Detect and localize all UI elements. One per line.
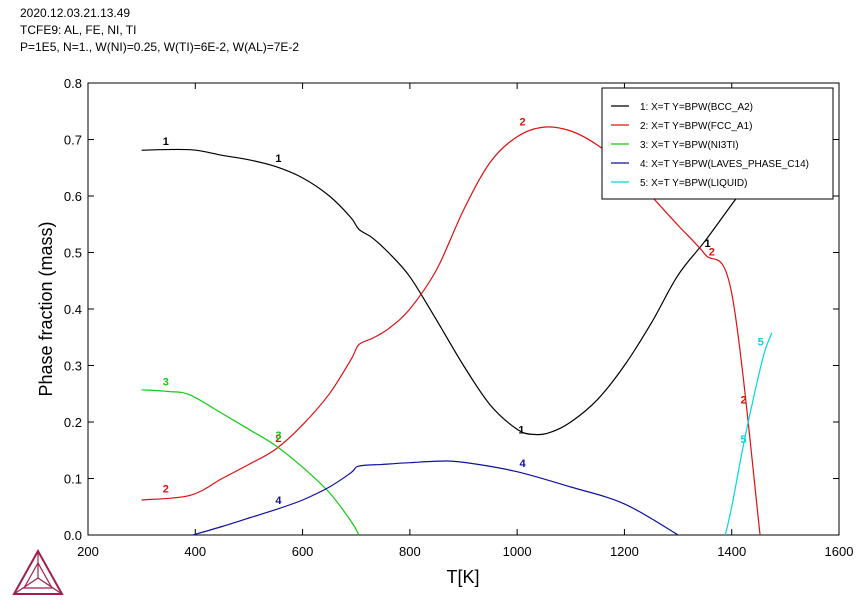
series-5-line	[724, 332, 773, 536]
series-2-curve-label: 2	[740, 394, 746, 406]
legend-entry-5: 5: X=T Y=BPW(LIQUID)	[640, 178, 747, 189]
database-label: TCFE9: AL, FE, NI, TI	[20, 23, 137, 37]
legend-box	[601, 87, 834, 200]
y-tick-label: 0.3	[64, 359, 82, 374]
series-5-curve-label: 5	[740, 434, 746, 446]
x-tick-label: 600	[292, 544, 314, 559]
x-tick-label: 1000	[503, 544, 532, 559]
series-1-curve-label: 1	[275, 153, 281, 165]
series-3-curve-label: 3	[275, 430, 281, 442]
legend-entry-3: 3: X=T Y=BPW(NI3TI)	[640, 140, 739, 151]
series-1-line	[141, 148, 743, 436]
series-2-line	[141, 126, 761, 536]
legend-entry-1: 1: X=T Y=BPW(BCC_A2)	[640, 102, 753, 113]
x-tick-label: 1400	[717, 544, 746, 559]
timestamp-label: 2020.12.03.21.13.49	[20, 6, 131, 20]
y-tick-label: 0.2	[64, 415, 82, 430]
series-1-curve-label: 1	[163, 136, 169, 148]
x-tick-label: 1200	[610, 544, 639, 559]
y-tick-label: 0.0	[64, 528, 82, 543]
series-2-curve-label: 2	[275, 433, 281, 445]
y-tick-label: 0.6	[64, 189, 82, 204]
x-tick-label: 800	[399, 544, 421, 559]
series-2-curve-label: 2	[709, 246, 715, 258]
series-3-line	[141, 389, 360, 536]
x-axis-label: T[K]	[446, 567, 479, 587]
y-tick-label: 0.7	[64, 133, 82, 148]
legend-entry-4: 4: X=T Y=BPW(LAVES_PHASE_C14)	[640, 159, 809, 170]
series-2-curve-label: 2	[519, 116, 525, 128]
series-4-curve-label: 4	[275, 495, 282, 507]
y-tick-label: 0.4	[64, 302, 82, 317]
series-1-curve-label: 1	[705, 238, 711, 250]
series-5-curve-label: 5	[758, 337, 764, 349]
y-tick-label: 0.1	[64, 472, 82, 487]
x-tick-label: 200	[77, 544, 99, 559]
plot-frame	[87, 82, 840, 536]
series-4-line	[192, 460, 679, 536]
conditions-label: P=1E5, N=1., W(NI)=0.25, W(TI)=6E-2, W(A…	[20, 40, 300, 54]
thermo-calc-triangle-icon	[12, 548, 64, 595]
y-tick-label: 0.8	[64, 76, 82, 91]
series-1-curve-label: 1	[518, 424, 524, 436]
series-3-curve-label: 3	[163, 376, 169, 388]
x-tick-label: 400	[184, 544, 206, 559]
series-2-curve-label: 2	[163, 484, 169, 496]
y-axis-label: Phase fraction (mass)	[36, 221, 56, 396]
y-tick-label: 0.5	[64, 246, 82, 261]
legend-entry-2: 2: X=T Y=BPW(FCC_A1)	[640, 121, 752, 132]
series-4-curve-label: 4	[519, 458, 526, 470]
x-tick-label: 1600	[825, 544, 854, 559]
